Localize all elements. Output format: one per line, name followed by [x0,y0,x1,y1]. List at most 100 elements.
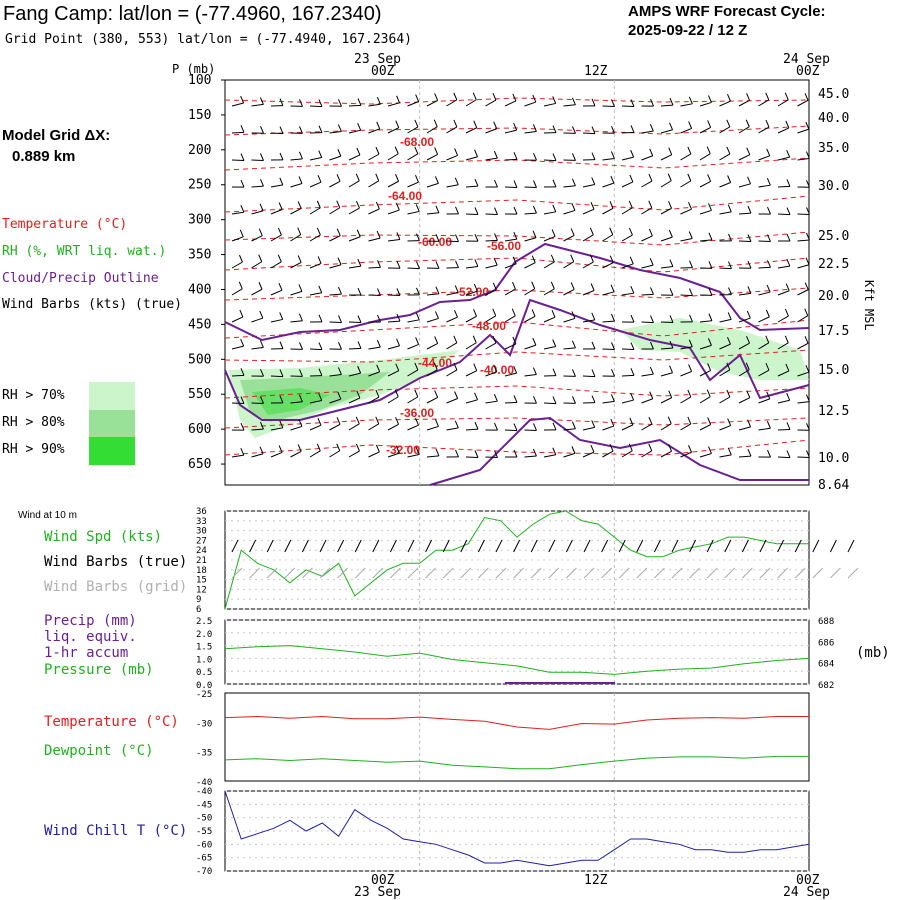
pressure-tick-label: 100 [188,73,211,88]
wind-barb [680,339,693,350]
wind-barb-feather [669,122,674,130]
wind-barb [329,315,342,323]
wind-barb [251,340,264,350]
wind-barb [563,203,576,215]
wind-barb-feather [435,234,440,242]
wind-barb-feather [668,229,673,238]
wind-barb-shaft [621,399,634,404]
wind-barb-feather [357,98,362,106]
wind-barb-feather [318,314,323,323]
wind-barb-shaft [329,131,342,134]
wind-barb-feather [785,363,790,372]
wind-barb [699,288,713,296]
wind-barb [738,93,751,107]
wind-barb-feather [667,173,672,181]
wind-barb [699,446,712,458]
wind-barb [251,153,264,162]
wind-barb [348,173,360,188]
wind-barb-feather [299,99,303,107]
wind-barb [426,362,438,377]
wind10-grid-barb [724,567,736,579]
wind-barb [660,147,673,161]
wind-barb-shaft [270,132,284,135]
wind-barb-feather [513,395,518,403]
wind-barb-feather [474,259,479,267]
wind-barb [524,205,537,215]
isotherm-label: -68.00 [400,135,434,149]
wind-barb [485,179,498,188]
wind-barb-shaft [465,99,477,107]
wind-barb-shaft [699,239,712,242]
wind-barb-shaft [426,317,439,323]
temp-tick-label: -35 [196,749,212,759]
wind-barb [446,206,459,215]
wind-barb-feather [277,254,282,263]
wind-barb-feather [727,418,732,426]
wind10-grid-barb [266,567,278,579]
wind-barb [309,99,323,108]
wind-barb [563,126,576,134]
wind-barb-feather [395,417,400,425]
wind-barb-feather [240,422,245,431]
wind-barb-feather [356,229,361,237]
wind-barb-feather [726,119,731,128]
wind-barb-shaft [407,267,420,270]
wind-barb-shaft [660,423,672,431]
wind-barb-feather [531,281,536,289]
wind-barb-feather [785,120,790,129]
forecast-cycle-value: 2025-09-22 / 12 Z [628,22,748,39]
wind-spd-tick-label: 30 [196,527,207,537]
grid-point-subtitle: Grid Point (380, 553) lat/lon = (-77.494… [5,32,412,47]
wind-barb-shaft [504,343,517,350]
wind-barb-feather [260,178,264,187]
wind-barb-feather [687,416,692,425]
wind-spd-tick-label: 27 [196,536,207,546]
wind10-grid-barb [319,567,331,579]
wind-barb [348,147,361,161]
wind-barb [426,390,439,404]
wind-barb-feather [375,146,380,155]
wind-barb [446,309,458,323]
wind-barb-feather [591,98,596,107]
wind-barb-shaft [699,453,712,458]
wind-barb-shaft [777,99,789,107]
wind-barb-feather [492,335,497,344]
wind-barb-shaft [563,452,576,458]
wind-barb-shaft [407,369,419,377]
wind-barb-feather [513,152,518,160]
wind-barb-feather [240,396,245,404]
wind-barb-shaft [660,180,672,188]
wind-spd-tick-label: 24 [196,546,207,556]
wind-barb-feather [316,200,321,209]
wind-barb-feather [240,368,245,376]
wind-barb-feather [727,175,732,183]
wind-barb-shaft [231,454,244,458]
wind-barb-feather [786,233,791,242]
wind-barb-feather [648,173,653,182]
cloud-outline-base [429,416,809,486]
wind10-true-barb [759,539,767,553]
wind-barb-feather [511,308,516,316]
wind-barb-feather [552,447,557,455]
pressure-tick-label: 500 [188,352,211,367]
wind-barb [543,179,557,188]
wind-barb [329,367,342,377]
wind-barb-shaft [309,348,323,351]
wind-barb-feather [260,421,264,430]
wind10-true-barb [636,539,644,553]
wind-barb-feather [667,416,672,424]
wind-barb-feather [570,282,575,290]
wind-barb [368,97,381,107]
wind-spd-tick-label: 36 [196,507,207,517]
wind-barb-feather [610,394,615,402]
wind-barb [621,200,633,215]
wind-barb [524,153,537,161]
wind-barb [348,200,360,215]
wind-barb-shaft [485,99,497,107]
wind-barb [777,92,789,107]
wind-barb [309,175,322,188]
wind-barb [387,417,400,431]
wind-barb [485,233,498,242]
wind-barb [602,418,615,431]
wind-barb [641,416,653,431]
